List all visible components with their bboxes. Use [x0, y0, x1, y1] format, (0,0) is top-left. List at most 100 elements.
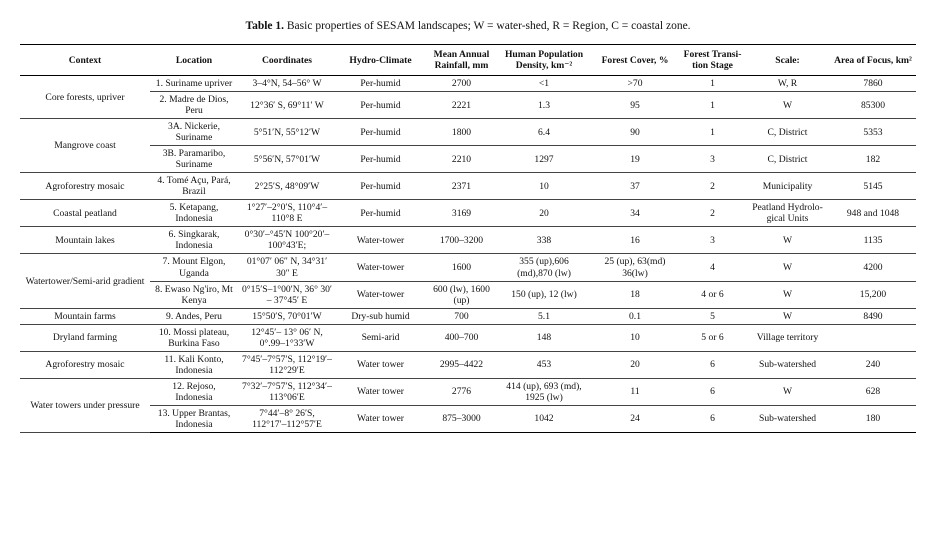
table-cell: 453: [498, 351, 590, 379]
table-cell: 240: [830, 351, 916, 379]
table-row: 8. Ewaso Ng'iro, Mt Kenya 0°15′S–1°00′N, …: [20, 281, 916, 309]
table-cell: Water-tower: [336, 253, 425, 282]
table-cell: 20: [498, 199, 590, 228]
table-cell: 95: [590, 91, 680, 120]
table-row: Dryland farming 10. Mossi plateau, Burkin…: [20, 324, 916, 352]
table-cell: 400–700: [425, 324, 498, 352]
table-cell: 2700: [425, 75, 498, 93]
table-cell: 1800: [425, 118, 498, 147]
table-cell: 85300: [830, 91, 916, 120]
table-cell: 34: [590, 199, 680, 228]
table-cell: 1700–3200: [425, 226, 498, 255]
table-cell: Per-humid: [336, 172, 425, 201]
column-header: Human Population Density, km⁻²: [498, 43, 590, 77]
table-cell: 414 (up), 693 (md), 1925 (lw): [498, 378, 590, 406]
context-cell: Mangrove coast: [20, 118, 150, 174]
table-cell: 4: [680, 253, 745, 282]
table-cell: 1°27′–2°0′S, 110°4′–110°8 E: [238, 199, 336, 228]
table-cell: 8. Ewaso Ng'iro, Mt Kenya: [150, 281, 238, 309]
table-cell: Per-humid: [336, 199, 425, 228]
table-cell: 6. Singkarak, Indonesia: [150, 226, 238, 255]
table-cell: Sub-watershed: [745, 351, 830, 379]
table-cell: 0°15′S–1°00′N, 36° 30′ – 37°45′ E: [238, 281, 336, 309]
table-cell: W: [745, 91, 830, 120]
table-cell: 2°25′S, 48°09′W: [238, 172, 336, 201]
table-cell: 19: [590, 145, 680, 174]
table-cell: W, R: [745, 75, 830, 93]
table-cell: 15,200: [830, 281, 916, 309]
table-cell: 3169: [425, 199, 498, 228]
table-cell: <1: [498, 75, 590, 93]
table-cell: 11: [590, 378, 680, 406]
table-cell: 148: [498, 324, 590, 352]
table-cell: 1: [680, 75, 745, 93]
column-header: Scale:: [745, 43, 830, 77]
table-cell: 90: [590, 118, 680, 147]
caption-label: Table 1.: [245, 20, 285, 32]
table-cell: Peatland Hydrolo-gical Units: [745, 199, 830, 228]
table-cell: 7°44′–8° 26′S, 112°17′–112°57′E: [238, 405, 336, 433]
table-cell: 12. Rejoso, Indonesia: [150, 378, 238, 406]
table-cell: 5. Ketapang, Indonesia: [150, 199, 238, 228]
table-cell: Water tower: [336, 405, 425, 433]
header-row: Context Location Coordinates Hydro-Climate M…: [20, 43, 916, 77]
table-cell: 10. Mossi plateau, Burkina Faso: [150, 324, 238, 352]
table-cell: Village territory: [745, 324, 830, 352]
table-cell: 2: [680, 199, 745, 228]
table-cell: Water-tower: [336, 226, 425, 255]
table-row: Coastal peatland 5. Ketapang, Indonesia 1°…: [20, 199, 916, 228]
table-cell: Sub-watershed: [745, 405, 830, 433]
table-cell: Per-humid: [336, 91, 425, 120]
table-row: 13. Upper Brantas, Indonesia 7°44′–8° 26′…: [20, 405, 916, 433]
column-header: Coordinates: [238, 43, 336, 77]
column-header: Hydro-Climate: [336, 43, 425, 77]
table-cell: C, District: [745, 145, 830, 174]
table-cell: 5: [680, 308, 745, 325]
table-row: Watertower/Semi-arid gradient 7. Mount El…: [20, 253, 916, 309]
context-cell: Agroforestry mosaic: [20, 172, 150, 201]
table-cell: W: [745, 378, 830, 406]
table-row: Mountain farms 9. Andes, Peru 15°50′S, 70°…: [20, 308, 916, 325]
table-cell: 1600: [425, 253, 498, 282]
table-row: Agroforestry mosaic 11. Kali Konto, Indon…: [20, 351, 916, 379]
table-cell: 5°51′N, 55°12′W: [238, 118, 336, 147]
column-header: Forest Cover, %: [590, 43, 680, 77]
table-cell: W: [745, 308, 830, 325]
table-cell: 180: [830, 405, 916, 433]
table-cell: 3B. Paramaribo, Suriname: [150, 145, 238, 174]
table-cell: 0.1: [590, 308, 680, 325]
table-row: 2. Madre de Dios, Peru 12°36′ S, 69°11′ W…: [20, 91, 916, 120]
context-cell: Water towers under pressure: [20, 378, 150, 433]
table-cell: 18: [590, 281, 680, 309]
table-cell: 1. Suriname upriver: [150, 75, 238, 93]
table-caption: Table 1. Basic properties of SESAM lands…: [0, 20, 936, 32]
table-cell: 700: [425, 308, 498, 325]
table-cell: 7°32′–7°57′S, 112°34′–113°06′E: [238, 378, 336, 406]
table-cell: 2371: [425, 172, 498, 201]
table-cell: 5145: [830, 172, 916, 201]
context-cell: Dryland farming: [20, 324, 150, 352]
table-cell: 12°45′– 13° 06′ N, 0°.99–1°33′W: [238, 324, 336, 352]
table-cell: 7°45′–7°57′S, 112°19′–112°29′E: [238, 351, 336, 379]
caption-text: Basic properties of SESAM landscapes; W …: [286, 20, 691, 32]
table-cell: 3–4°N, 54–56° W: [238, 75, 336, 93]
table-cell: Per-humid: [336, 75, 425, 93]
table-row: Water towers under pressure 12. Rejoso, I…: [20, 378, 916, 433]
table-cell: 338: [498, 226, 590, 255]
table-cell: 355 (up),606 (md),870 (lw): [498, 253, 590, 282]
table-cell: 4. Tomé Açu, Pará, Brazil: [150, 172, 238, 201]
table-cell: Per-humid: [336, 145, 425, 174]
context-cell: Agroforestry mosaic: [20, 351, 150, 379]
table-cell: 20: [590, 351, 680, 379]
table-cell: Per-humid: [336, 118, 425, 147]
table-cell: 948 and 1048: [830, 199, 916, 228]
table-cell: W: [745, 281, 830, 309]
table-cell: 4 or 6: [680, 281, 745, 309]
table-cell: 182: [830, 145, 916, 174]
table-cell: 6: [680, 378, 745, 406]
table-row: Mountain lakes 6. Singkarak, Indonesia 0°3…: [20, 226, 916, 255]
context-cell: Watertower/Semi-arid gradient: [20, 253, 150, 309]
table-body: Core forests, upriver 1. Suriname upriver…: [20, 75, 916, 433]
table-cell: 2210: [425, 145, 498, 174]
